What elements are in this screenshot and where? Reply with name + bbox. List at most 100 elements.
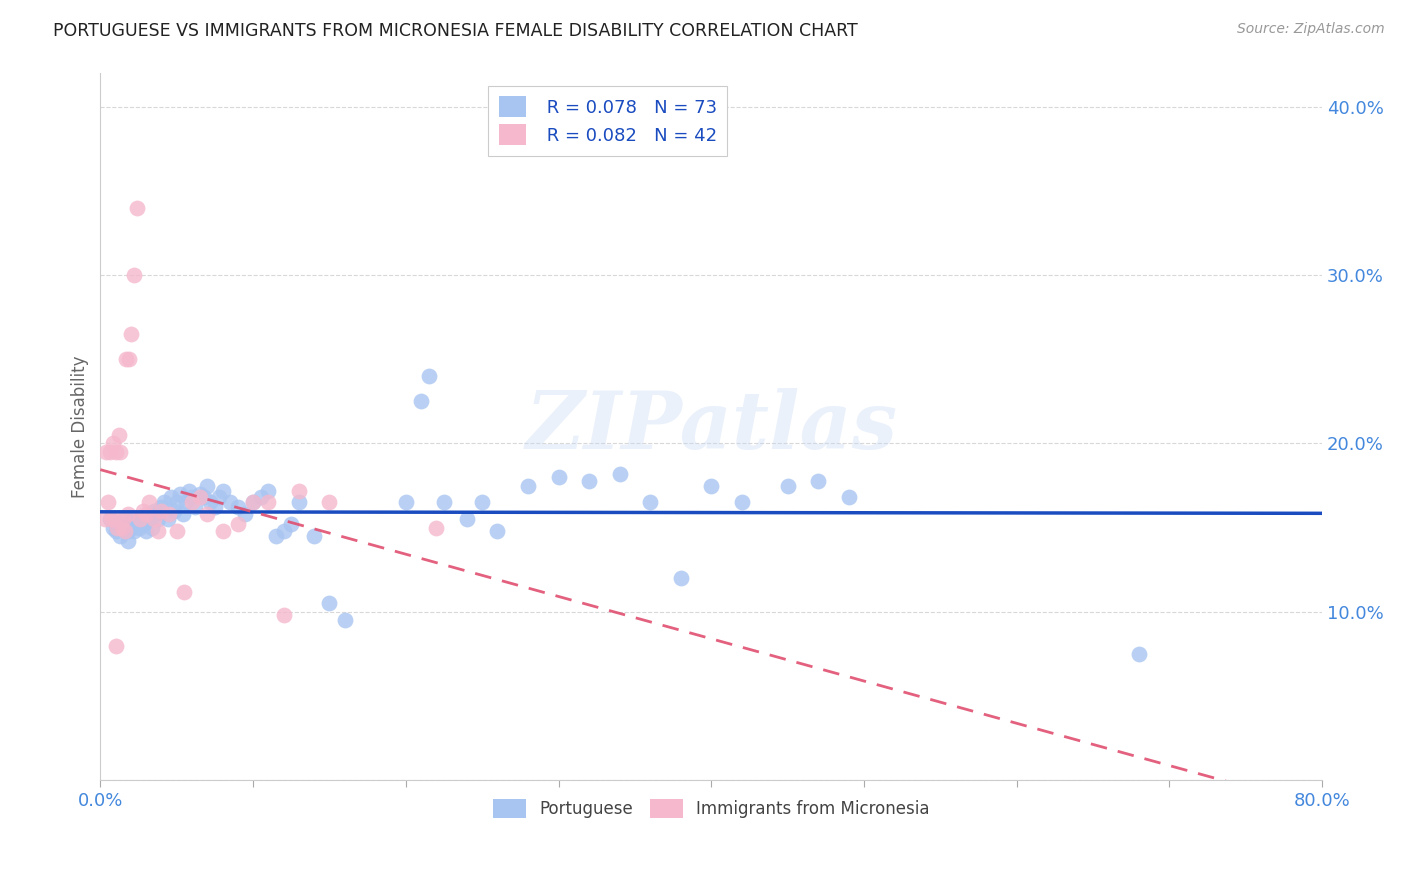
Point <box>156 512 179 526</box>
Point <box>638 495 661 509</box>
Point <box>112 512 135 526</box>
Point <box>173 584 195 599</box>
Point <box>242 495 264 509</box>
Point <box>114 512 136 526</box>
Point <box>115 352 138 367</box>
Point <box>181 491 204 505</box>
Text: Source: ZipAtlas.com: Source: ZipAtlas.com <box>1237 22 1385 37</box>
Point <box>128 521 150 535</box>
Point <box>129 512 152 526</box>
Point <box>226 517 249 532</box>
Point <box>302 529 325 543</box>
Point <box>188 487 211 501</box>
Point <box>148 524 170 538</box>
Point <box>486 524 509 538</box>
Point <box>177 483 200 498</box>
Point <box>184 500 207 515</box>
Point <box>159 491 181 505</box>
Point <box>166 495 188 509</box>
Point <box>163 504 186 518</box>
Text: ZIPatlas: ZIPatlas <box>526 388 897 466</box>
Point <box>195 478 218 492</box>
Point <box>117 534 139 549</box>
Y-axis label: Female Disability: Female Disability <box>72 355 89 498</box>
Point <box>700 478 723 492</box>
Point <box>288 483 311 498</box>
Point <box>138 512 160 526</box>
Point <box>174 495 197 509</box>
Point <box>100 512 122 526</box>
Point <box>166 524 188 538</box>
Point <box>838 491 860 505</box>
Point <box>318 597 340 611</box>
Point <box>104 445 127 459</box>
Point <box>208 491 231 505</box>
Point <box>98 512 121 526</box>
Point <box>333 613 356 627</box>
Point <box>418 369 440 384</box>
Point <box>132 517 155 532</box>
Point <box>200 495 222 509</box>
Point <box>456 512 478 526</box>
Point <box>273 608 295 623</box>
Point <box>181 495 204 509</box>
Point <box>121 512 143 526</box>
Point <box>395 495 418 509</box>
Point <box>97 495 120 509</box>
Point <box>172 507 194 521</box>
Point <box>129 512 152 526</box>
Point <box>547 470 569 484</box>
Legend: Portuguese, Immigrants from Micronesia: Portuguese, Immigrants from Micronesia <box>486 792 936 825</box>
Point <box>204 500 226 515</box>
Point <box>188 491 211 505</box>
Point <box>142 504 165 518</box>
Point <box>193 491 215 505</box>
Point <box>104 524 127 538</box>
Point <box>288 495 311 509</box>
Point <box>120 326 142 341</box>
Point <box>114 524 136 538</box>
Point <box>132 504 155 518</box>
Point <box>101 521 124 535</box>
Point <box>807 474 830 488</box>
Point <box>409 394 432 409</box>
Point <box>471 495 494 509</box>
Point <box>101 436 124 450</box>
Point <box>318 495 340 509</box>
Point <box>425 521 447 535</box>
Point <box>125 201 148 215</box>
Point <box>257 483 280 498</box>
Point <box>157 507 180 521</box>
Point <box>669 571 692 585</box>
Point <box>142 512 165 526</box>
Point <box>776 478 799 492</box>
Point <box>609 467 631 481</box>
Point <box>138 495 160 509</box>
Point <box>107 428 129 442</box>
Point <box>211 483 233 498</box>
Text: PORTUGUESE VS IMMIGRANTS FROM MICRONESIA FEMALE DISABILITY CORRELATION CHART: PORTUGUESE VS IMMIGRANTS FROM MICRONESIA… <box>53 22 858 40</box>
Point <box>143 507 166 521</box>
Point <box>108 445 131 459</box>
Point <box>124 516 146 530</box>
Point <box>433 495 456 509</box>
Point <box>517 478 540 492</box>
Point <box>169 487 191 501</box>
Point <box>122 524 145 538</box>
Point <box>111 521 134 535</box>
Point <box>150 500 173 515</box>
Point <box>107 517 129 532</box>
Point <box>135 524 157 538</box>
Point <box>153 495 176 509</box>
Point <box>135 507 157 521</box>
Point <box>117 507 139 521</box>
Point <box>96 445 118 459</box>
Point <box>219 495 242 509</box>
Point <box>103 512 125 526</box>
Point <box>117 524 139 538</box>
Point <box>226 500 249 515</box>
Point <box>104 639 127 653</box>
Point <box>1128 647 1150 661</box>
Point <box>578 474 600 488</box>
Point <box>141 521 163 535</box>
